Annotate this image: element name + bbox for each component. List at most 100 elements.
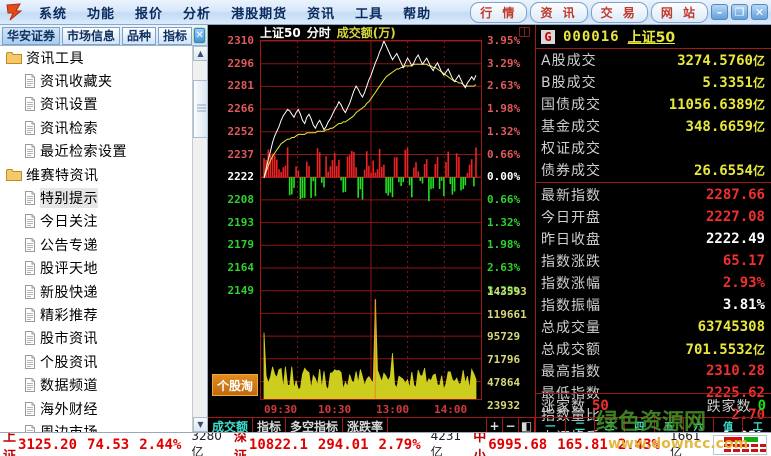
menu-right-buttons: 行 情资 讯交 易网 站 – ❐ ✕ (470, 1, 771, 23)
toolbar-button-1[interactable]: 资 讯 (530, 1, 588, 23)
index-row-5: 指数振幅 3.81% (536, 294, 771, 316)
sidebar-tab-0[interactable]: 华安证券 (2, 26, 61, 45)
layout-toggle-icon[interactable] (519, 27, 530, 37)
quote-tab-4[interactable]: 五 (655, 418, 685, 433)
sidebar-scrollbar[interactable]: ▲ ▼ (192, 46, 208, 432)
scroll-down-icon[interactable]: ▼ (193, 417, 208, 432)
price-tick-5: 2237 (227, 147, 255, 161)
price-axis: 2310 2296 2281 2266 2252 2237 2222 2208 2193 2179… (208, 35, 258, 398)
chart-tab-spacer (388, 418, 487, 434)
volume-tick-1: 119661 (487, 307, 527, 321)
close-icon[interactable]: ✕ (194, 28, 205, 43)
tree-item-11[interactable]: 精彩推荐 (0, 303, 193, 326)
menu-item-2[interactable]: 报价 (135, 6, 164, 22)
chart-tab-0[interactable]: 成交额 (208, 418, 254, 434)
status-group-2[interactable]: 中小 6995.68 165.81 2.43% 1661亿 (473, 433, 712, 456)
tree-item-15[interactable]: 海外财经 (0, 397, 193, 420)
tree-item-label: 资讯工具 (26, 50, 84, 67)
document-icon (24, 74, 36, 89)
tree-item-0[interactable]: 资讯工具 (0, 46, 193, 69)
index-row-0: 最新指数 2287.66 (536, 184, 771, 206)
chart-canvas[interactable] (260, 40, 482, 400)
percent-tick-7: 0.66% (487, 192, 521, 206)
menu-item-6[interactable]: 工具 (355, 6, 384, 22)
advancers-value: 50 (592, 397, 609, 414)
tree-item-9[interactable]: 股评天地 (0, 257, 193, 280)
chart-tab-2[interactable]: 多空指标 (286, 418, 344, 434)
status-value-0: 3125.20 (18, 436, 78, 453)
status-group-1[interactable]: 深证 10822.1 294.01 2.79% 4231亿 (234, 433, 473, 456)
quote-tab-6[interactable]: 值 (714, 418, 744, 433)
index-label-5: 指数振幅 (541, 298, 601, 314)
document-icon (24, 97, 36, 112)
menu-item-4[interactable]: 港股期货 (231, 6, 288, 22)
turnover-rows: A股成交 3274.5760亿 B股成交 5.3351亿 国债成交 11056.6389亿… (536, 49, 771, 181)
tree-item-label: 新股快递 (40, 284, 98, 301)
menu-item-5[interactable]: 资讯 (307, 6, 336, 22)
app-logo-icon (3, 2, 25, 22)
quote-tab-1[interactable]: 二 (566, 418, 596, 433)
zoom-button-1[interactable]: − (503, 418, 519, 434)
chart-plot-area[interactable] (260, 40, 482, 400)
tree-item-3[interactable]: 资讯检索 (0, 116, 193, 139)
index-row-1: 今日开盘 2227.08 (536, 206, 771, 228)
time-tick-0: 09:30 (264, 403, 298, 416)
g-badge-icon: G (541, 29, 555, 44)
chart-tab-1[interactable]: 指标 (253, 418, 287, 434)
close-button[interactable]: ✕ (751, 4, 768, 20)
menu-item-0[interactable]: 系统 (39, 6, 68, 22)
tree-item-13[interactable]: 个股资讯 (0, 350, 193, 373)
zoom-button-2[interactable]: ◧ (519, 418, 535, 434)
menu-bar: 系统 功能 报价 分析 港股期货 资讯 工具 帮助 行 情资 讯交 易网 站 – ❐ ✕ (0, 0, 771, 25)
toolbar-button-0[interactable]: 行 情 (470, 1, 528, 23)
folder-icon (6, 168, 22, 182)
scroll-up-icon[interactable]: ▲ (193, 46, 208, 61)
tree-item-5[interactable]: 维赛特资讯 (0, 163, 193, 186)
sidebar-tab-1[interactable]: 市场信息 (62, 26, 121, 45)
menu-item-3[interactable]: 分析 (183, 6, 212, 22)
quote-header: G 000016 上证50 (536, 25, 771, 49)
document-icon (24, 214, 36, 229)
percent-tick-4: 1.32% (487, 124, 521, 138)
tree-item-16[interactable]: 周边市场 (0, 420, 193, 432)
sidebar-tab-2[interactable]: 品种 (122, 26, 157, 45)
zoom-button-0[interactable]: + (487, 418, 503, 434)
tree-item-6[interactable]: 特别提示 (0, 186, 193, 209)
divider (536, 182, 771, 183)
quote-tab-2[interactable]: 三 (595, 418, 625, 433)
chart-period-label: 分时 (306, 26, 331, 40)
chart-tab-3[interactable]: 涨跌率 (343, 418, 389, 434)
turnover-label-0: A股成交 (541, 53, 597, 69)
tree-item-14[interactable]: 数据频道 (0, 373, 193, 396)
menu-item-1[interactable]: 功能 (87, 6, 116, 22)
status-group-0[interactable]: 上证 3125.20 74.53 2.44% 3280亿 (3, 433, 234, 456)
scrollbar-thumb[interactable] (193, 80, 208, 138)
tree-item-label: 今日关注 (40, 214, 98, 231)
menu-item-7[interactable]: 帮助 (403, 6, 432, 22)
tree-item-2[interactable]: 资讯设置 (0, 93, 193, 116)
minimize-button[interactable]: – (711, 4, 728, 20)
sidebar-tab-3[interactable]: 指标 (158, 26, 193, 45)
document-icon (24, 307, 36, 322)
tree-item-4[interactable]: 最近检索设置 (0, 140, 193, 163)
quote-tab-7[interactable]: 工 (752, 421, 763, 433)
tree-item-12[interactable]: 股市资讯 (0, 327, 193, 350)
document-icon (24, 354, 36, 369)
toolbar-button-2[interactable]: 交 易 (590, 1, 648, 23)
quote-panel: G 000016 上证50 A股成交 3274.5760亿 B股成交 5.3351亿国… (535, 25, 771, 446)
toolbar-button-3[interactable]: 网 站 (650, 1, 708, 23)
quote-tab-5[interactable]: 六 (684, 418, 714, 433)
percent-tick-10: 2.63% (487, 261, 521, 274)
percent-tick-5: 0.66% (487, 147, 521, 161)
tree-item-7[interactable]: 今日关注 (0, 210, 193, 233)
tree-item-10[interactable]: 新股快递 (0, 280, 193, 303)
maximize-button[interactable]: ❐ (731, 4, 748, 20)
quote-tab-0[interactable]: 一 (536, 418, 566, 433)
gestao-button[interactable]: 个股淘 (212, 374, 258, 396)
tree-item-8[interactable]: 公告专递 (0, 233, 193, 256)
turnover-label-5: 债券成交 (541, 163, 601, 179)
quote-tab-3[interactable]: 四 (625, 418, 655, 433)
status-change-0: 74.53 (87, 436, 130, 453)
tree-item-1[interactable]: 资讯收藏夹 (0, 69, 193, 92)
market-ticker-widget[interactable] (712, 434, 767, 455)
